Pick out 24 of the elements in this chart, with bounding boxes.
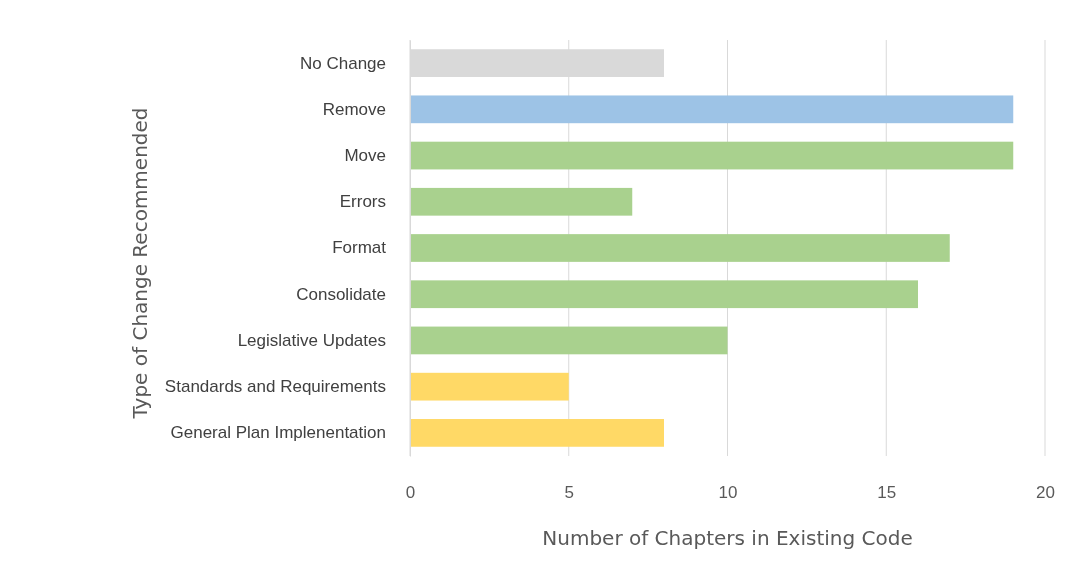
- bar: [410, 419, 664, 447]
- bar: [410, 326, 728, 355]
- y-axis-title: Type of Change Recommended: [127, 107, 152, 420]
- x-tick-label: 0: [405, 483, 416, 503]
- y-tick-label: Remove: [322, 99, 386, 119]
- y-tick-label: Standards and Requirements: [164, 377, 386, 397]
- x-tick-label: 10: [718, 483, 738, 503]
- bar: [410, 141, 1014, 170]
- x-axis-title: Number of Chapters in Existing Code: [542, 526, 913, 550]
- y-tick-label: Legislative Updates: [237, 330, 386, 350]
- bar: [410, 280, 918, 309]
- bar: [410, 234, 950, 262]
- x-tick-label: 5: [564, 483, 574, 503]
- y-tick-label: Move: [344, 146, 386, 165]
- bar: [410, 372, 569, 401]
- y-tick-label: Consolidate: [296, 284, 386, 304]
- y-tick-label: Format: [332, 238, 387, 258]
- bar: [410, 187, 633, 216]
- bar: [410, 95, 1014, 124]
- x-tick-label: 20: [1036, 483, 1055, 503]
- y-tick-label: General Plan Implenentation: [170, 423, 386, 443]
- x-tick-label: 15: [877, 483, 897, 503]
- y-tick-label: No Change: [299, 53, 386, 73]
- y-tick-label: Errors: [339, 192, 386, 212]
